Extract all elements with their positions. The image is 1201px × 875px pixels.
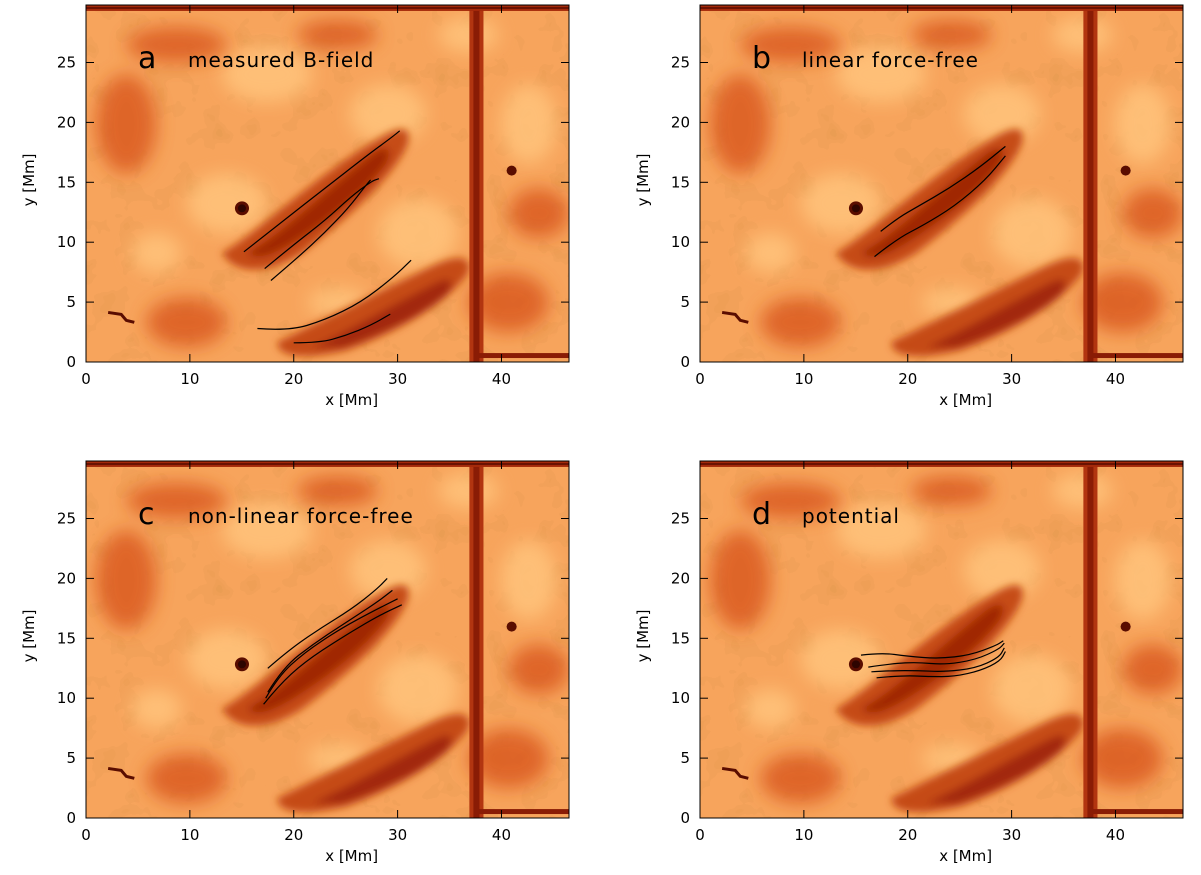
field-line xyxy=(267,589,393,693)
x-axis-label: x [Mm] xyxy=(325,391,378,409)
y-tick-label: 15 xyxy=(671,173,690,191)
field-line xyxy=(876,651,1006,679)
x-tick-label: 40 xyxy=(492,370,511,388)
panel-title: non-linear force-free xyxy=(188,504,414,528)
panel-d: 0 10 20 30 40 0 5 10 15 20 25 x [Mm] y [Mm] d potentia… xyxy=(634,460,1184,865)
x-axis-label: x [Mm] xyxy=(939,847,992,865)
field-line xyxy=(270,179,372,281)
y-tick-label: 25 xyxy=(671,54,690,72)
panel-title: measured B-field xyxy=(188,48,374,72)
y-tick-label: 0 xyxy=(680,809,690,827)
y-axis-label: y [Mm] xyxy=(20,153,38,206)
y-axis-label: y [Mm] xyxy=(634,153,652,206)
field-line xyxy=(267,577,388,669)
panel-letter: d xyxy=(752,497,771,532)
x-tick-label: 20 xyxy=(284,826,303,844)
field-line xyxy=(265,598,398,699)
x-tick-label: 0 xyxy=(81,370,91,388)
y-tick-label: 10 xyxy=(57,689,76,707)
panel-letter: a xyxy=(138,41,156,76)
y-tick-label: 0 xyxy=(66,353,76,371)
plot-frame xyxy=(699,4,1184,363)
y-axis-label: y [Mm] xyxy=(634,609,652,662)
x-tick-label: 0 xyxy=(695,370,705,388)
x-tick-label: 0 xyxy=(81,826,91,844)
x-tick-label: 30 xyxy=(1002,826,1021,844)
x-tick-label: 40 xyxy=(492,826,511,844)
field-line xyxy=(243,130,401,253)
field-line xyxy=(264,178,380,270)
y-tick-label: 5 xyxy=(680,293,690,311)
y-tick-label: 25 xyxy=(57,54,76,72)
x-axis-label: x [Mm] xyxy=(325,847,378,865)
y-tick-label: 20 xyxy=(671,113,690,131)
x-tick-label: 10 xyxy=(180,826,199,844)
panel-a: 0 10 20 30 40 0 5 10 15 20 25 x [Mm] y [Mm] a measured… xyxy=(20,4,570,409)
y-axis-label: y [Mm] xyxy=(20,609,38,662)
y-tick-label: 0 xyxy=(680,353,690,371)
field-line xyxy=(293,313,391,344)
plot-frame xyxy=(85,460,570,819)
x-tick-label: 30 xyxy=(1002,370,1021,388)
x-tick-label: 10 xyxy=(180,370,199,388)
y-tick-label: 20 xyxy=(57,113,76,131)
y-tick-label: 15 xyxy=(57,173,76,191)
panel-title: linear force-free xyxy=(802,48,979,72)
field-line xyxy=(880,145,1006,232)
y-tick-label: 15 xyxy=(57,629,76,647)
y-tick-label: 25 xyxy=(57,510,76,528)
x-tick-label: 30 xyxy=(388,370,407,388)
x-tick-label: 40 xyxy=(1106,826,1125,844)
y-tick-label: 10 xyxy=(57,233,76,251)
panel-c: 0 10 20 30 40 0 5 10 15 20 25 x [Mm] y [Mm] c non-line… xyxy=(20,460,570,865)
x-tick-label: 20 xyxy=(898,370,917,388)
panel-b: 0 10 20 30 40 0 5 10 15 20 25 x [Mm] y [Mm] b linear f… xyxy=(634,4,1184,409)
x-tick-label: 40 xyxy=(1106,370,1125,388)
heatmap-image xyxy=(700,461,1183,818)
x-axis-label: x [Mm] xyxy=(939,391,992,409)
field-line xyxy=(257,259,412,330)
y-tick-label: 10 xyxy=(671,233,690,251)
x-tick-label: 20 xyxy=(898,826,917,844)
panel-title: potential xyxy=(802,504,900,528)
field-line xyxy=(874,155,1006,258)
y-tick-label: 25 xyxy=(671,510,690,528)
y-tick-label: 20 xyxy=(57,569,76,587)
field-line xyxy=(263,604,403,705)
x-tick-label: 20 xyxy=(284,370,303,388)
y-tick-label: 0 xyxy=(66,809,76,827)
y-tick-label: 5 xyxy=(66,293,76,311)
y-tick-label: 10 xyxy=(671,689,690,707)
field-line xyxy=(868,642,1005,668)
y-tick-label: 20 xyxy=(671,569,690,587)
y-tick-label: 5 xyxy=(66,749,76,767)
plot-frame xyxy=(85,4,570,363)
panel-letter: c xyxy=(138,497,155,532)
panel-letter: b xyxy=(752,41,771,76)
x-tick-label: 30 xyxy=(388,826,407,844)
x-tick-label: 10 xyxy=(794,826,813,844)
y-tick-label: 15 xyxy=(671,629,690,647)
field-line xyxy=(871,647,1005,673)
plot-frame xyxy=(699,460,1184,819)
field-line xyxy=(860,640,1004,659)
x-tick-label: 10 xyxy=(794,370,813,388)
x-tick-label: 0 xyxy=(695,826,705,844)
y-tick-label: 5 xyxy=(680,749,690,767)
